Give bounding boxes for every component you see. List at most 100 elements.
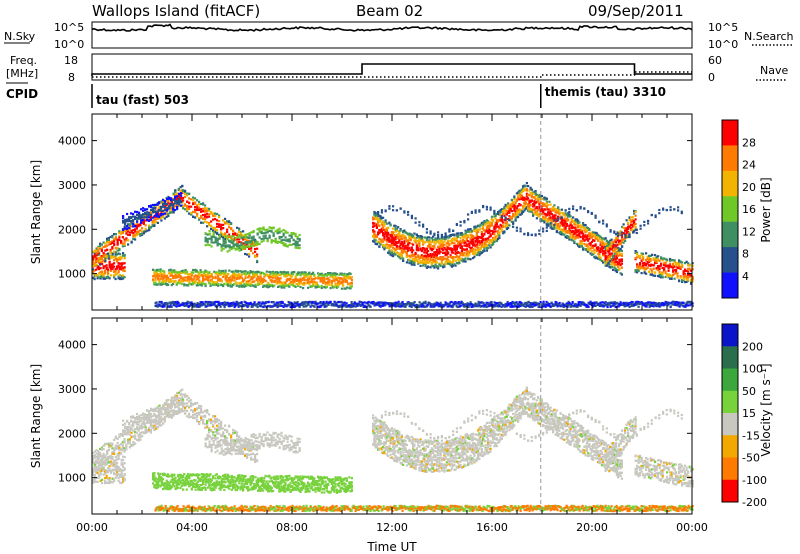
data-cell <box>428 243 431 247</box>
data-cell <box>427 256 430 259</box>
data-cell <box>447 236 450 239</box>
data-cell <box>100 247 103 250</box>
data-cell <box>230 270 233 273</box>
data-cell <box>544 214 547 217</box>
data-cell <box>232 235 235 238</box>
data-cell <box>188 283 191 286</box>
data-cell <box>153 274 156 278</box>
data-cell <box>203 283 206 286</box>
data-cell <box>374 211 377 215</box>
data-cell <box>259 281 262 284</box>
data-cell <box>124 219 127 223</box>
data-cell <box>384 228 387 231</box>
data-cell <box>122 252 125 255</box>
data-cell <box>188 192 191 196</box>
data-cell <box>226 228 229 231</box>
data-cell <box>256 228 259 231</box>
data-cell <box>517 208 520 212</box>
data-cell <box>188 212 191 215</box>
data-cell <box>334 273 337 276</box>
data-cell <box>233 271 236 275</box>
data-cell <box>507 204 510 207</box>
data-cell <box>577 233 580 236</box>
data-cell <box>156 212 159 216</box>
data-cell <box>195 284 198 287</box>
data-cell <box>244 284 247 287</box>
data-cell <box>394 236 397 239</box>
data-cell <box>525 206 528 209</box>
data-cell <box>252 277 255 280</box>
data-cell <box>101 270 104 273</box>
data-cell <box>435 256 438 260</box>
data-cell <box>444 236 447 239</box>
data-cell <box>273 284 276 287</box>
data-cell <box>220 223 223 226</box>
data-cell <box>400 247 403 250</box>
data-cell <box>102 265 105 268</box>
data-cell <box>275 272 278 275</box>
data-cell <box>479 227 482 230</box>
data-cell <box>389 233 392 237</box>
data-cell <box>529 199 532 202</box>
data-cell <box>208 213 211 216</box>
data-cell <box>245 272 248 275</box>
data-cell <box>98 266 101 269</box>
data-cell <box>492 243 495 246</box>
data-cell <box>570 224 573 227</box>
data-cell <box>329 287 332 290</box>
data-cell <box>172 205 175 208</box>
data-cell <box>572 239 575 242</box>
data-cell <box>109 252 112 255</box>
data-cell <box>252 229 255 233</box>
data-cell <box>276 228 279 231</box>
data-cell <box>582 232 585 235</box>
data-cell <box>539 201 542 204</box>
data-cell <box>258 236 261 239</box>
data-cell <box>165 213 168 216</box>
data-cell <box>419 238 422 241</box>
data-cell <box>548 208 551 211</box>
data-cell <box>450 242 453 245</box>
data-cell <box>299 280 302 283</box>
data-cell <box>639 262 642 265</box>
data-cell <box>95 254 98 257</box>
data-cell <box>423 262 426 265</box>
data-cell <box>206 225 209 228</box>
data-cell <box>96 266 99 269</box>
data-cell <box>574 221 577 224</box>
data-cell <box>554 219 557 222</box>
data-cell <box>567 214 570 217</box>
data-cell <box>495 239 498 242</box>
data-cell <box>273 280 276 284</box>
data-cell <box>490 215 493 218</box>
data-cell <box>198 200 201 203</box>
data-cell <box>523 187 526 191</box>
data-cell <box>402 242 405 246</box>
data-cell <box>447 239 450 242</box>
data-cell <box>398 233 401 236</box>
data-cell <box>425 238 428 242</box>
data-cell <box>243 272 246 275</box>
data-cell <box>254 285 257 288</box>
data-cell <box>220 225 223 229</box>
data-cell <box>414 252 417 256</box>
data-cell <box>93 255 96 258</box>
data-cell <box>495 212 498 216</box>
data-cell <box>127 243 130 246</box>
data-cell <box>420 239 423 242</box>
data-cell <box>200 274 203 277</box>
data-cell <box>240 237 243 240</box>
data-cell <box>565 222 568 226</box>
data-cell <box>307 277 310 280</box>
data-cell <box>465 244 468 247</box>
data-cell <box>520 197 523 200</box>
data-cell <box>587 246 590 249</box>
data-cell <box>188 281 191 284</box>
data-cell <box>111 265 114 268</box>
data-cell <box>498 234 501 237</box>
data-cell <box>423 258 426 262</box>
data-cell <box>123 229 126 232</box>
data-cell <box>125 231 128 234</box>
data-cell <box>542 210 545 214</box>
data-cell <box>673 259 676 262</box>
